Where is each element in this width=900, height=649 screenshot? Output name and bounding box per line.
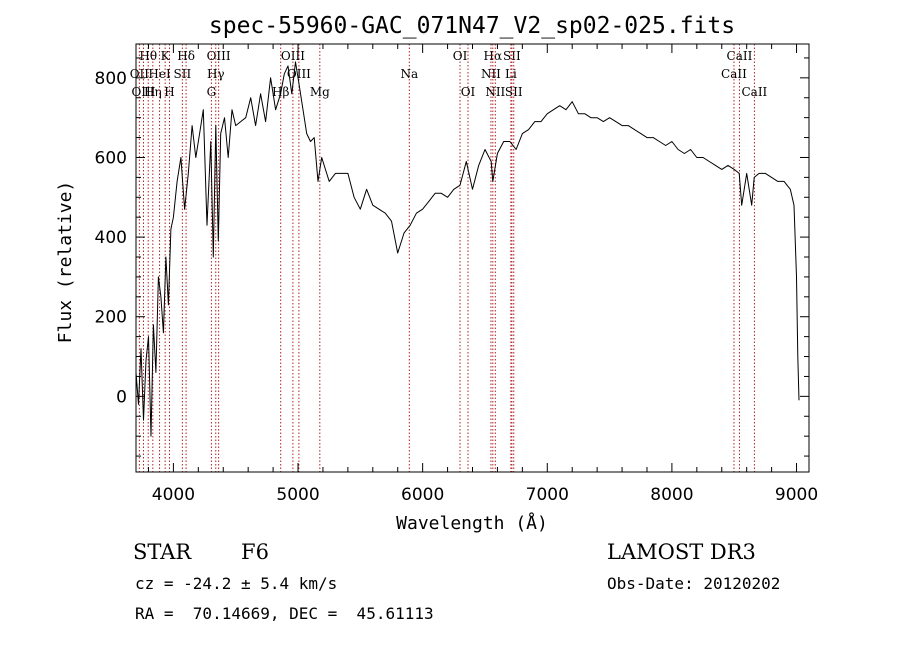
line-marker-label: Na (400, 67, 418, 81)
line-marker-label: NII (485, 85, 505, 99)
line-marker-label: NII (481, 67, 501, 81)
line-marker-label: CaII (727, 49, 753, 63)
x-tick-label: 8000 (650, 485, 693, 505)
y-tick-label: 200 (95, 308, 127, 328)
survey-name: LAMOST DR3 (607, 540, 756, 564)
x-axis-label: Wavelength (Å) (396, 512, 548, 534)
line-marker-label: OIII (287, 67, 311, 81)
line-marker-label: OIII (131, 85, 155, 99)
x-axis: 4000 5000 6000 7000 8000 9000 (147, 44, 818, 505)
spectrum-layer (135, 61, 800, 437)
line-marker-label: HeI (148, 67, 171, 81)
redshift-readout: cz = -24.2 ± 5.4 km/s (135, 574, 337, 593)
coordinates-readout: RA = 70.14669, DEC = 45.61113 (135, 604, 434, 623)
line-marker-label: Hα (484, 49, 503, 63)
chart-title: spec-55960-GAC_071N47_V2_sp02-025.fits (209, 13, 735, 39)
line-marker-label: K (161, 49, 171, 63)
line-marker-label: SII (505, 85, 523, 99)
line-marker-label: OI (461, 85, 476, 99)
x-tick-label: 9000 (775, 485, 818, 505)
x-tick-label: 4000 (152, 485, 195, 505)
spectrum-line (135, 61, 800, 437)
x-tick-label: 7000 (526, 485, 569, 505)
line-marker-label: H (164, 85, 174, 99)
line-marker-label: OI (453, 49, 468, 63)
object-subclass: F6 (241, 540, 269, 564)
line-marker-label: SII (174, 67, 192, 81)
line-marker-label: OII (130, 67, 150, 81)
y-tick-label: 0 (116, 387, 127, 407)
plot-frame (135, 43, 810, 473)
object-class: STAR (133, 540, 192, 564)
obs-date-readout: Obs-Date: 20120202 (607, 574, 780, 593)
y-tick-label: 400 (95, 228, 127, 248)
line-marker-label: Hδ (177, 49, 195, 63)
line-marker-label: SII (503, 49, 521, 63)
x-tick-label: 6000 (401, 485, 444, 505)
y-tick-label: 800 (95, 69, 127, 89)
line-marker-label: OIII (207, 49, 231, 63)
line-marker-label: Hθ (139, 49, 157, 63)
line-marker-label: Hη (144, 85, 162, 99)
line-marker-label: CaII (721, 67, 747, 81)
line-marker-label: G (207, 85, 217, 99)
y-axis-label: Flux (relative) (55, 181, 76, 344)
line-marker-label: Mg (310, 85, 330, 99)
line-marker-label: Li (505, 67, 517, 81)
line-marker-label: OIII (281, 49, 305, 63)
y-axis: 0 200 400 600 800 (95, 57, 809, 457)
line-marker-label: CaII (741, 85, 767, 99)
x-tick-label: 5000 (276, 485, 319, 505)
y-tick-label: 600 (95, 148, 127, 168)
line-marker-label: Hγ (207, 67, 225, 81)
